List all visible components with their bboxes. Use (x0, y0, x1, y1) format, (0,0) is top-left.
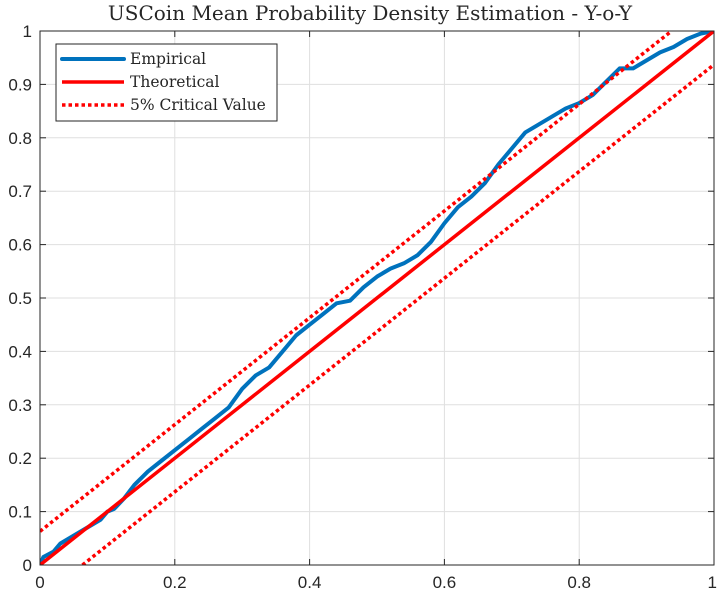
plot-area (40, 31, 714, 565)
y-tick-label: 0.1 (8, 503, 32, 522)
axes (39, 30, 715, 566)
y-tick-label: 0.9 (8, 75, 32, 94)
chart-title: USCoin Mean Probability Density Estimati… (108, 1, 633, 25)
series-line-theoretical (40, 31, 714, 565)
y-tick-label: 0.6 (8, 236, 32, 255)
y-tick-label: 0.3 (8, 396, 32, 415)
x-tick-label: 0.6 (433, 573, 457, 592)
legend-label-theoretical: Theoretical (130, 73, 220, 91)
legend-label-critical-value: 5% Critical Value (130, 96, 266, 114)
x-tick-label: 0.2 (163, 573, 187, 592)
ticks: 0 0.2 0.4 0.6 0.8 1 0 0.1 0.2 0.3 0.4 0.5 0.6 0.7 0.8 0… (8, 22, 717, 592)
x-tick-label: 0 (35, 573, 44, 592)
y-tick-label: 1 (23, 22, 32, 41)
x-tick-label: 0.8 (567, 573, 591, 592)
x-tick-label: 1 (708, 573, 717, 592)
y-tick-label: 0.8 (8, 129, 32, 148)
y-tick-label: 0.7 (8, 182, 32, 201)
x-tick-label: 0.4 (298, 573, 322, 592)
series-line-5-critical-value-upper (40, 31, 673, 533)
series-line-5-critical-value-lower (81, 63, 714, 565)
legend: Empirical Theoretical 5% Critical Value (55, 43, 278, 122)
y-tick-label: 0.5 (8, 289, 32, 308)
y-tick-label: 0.2 (8, 449, 32, 468)
y-tick-label: 0.4 (8, 342, 32, 361)
y-tick-label: 0 (23, 556, 32, 575)
legend-label-empirical: Empirical (130, 50, 206, 68)
